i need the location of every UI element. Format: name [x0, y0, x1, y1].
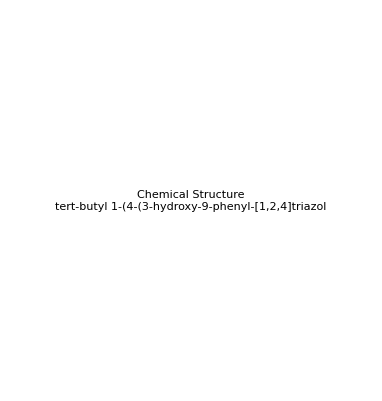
Text: Chemical Structure
tert-butyl 1-(4-(3-hydroxy-9-phenyl-[1,2,4]triazol: Chemical Structure tert-butyl 1-(4-(3-hy… [55, 190, 327, 211]
